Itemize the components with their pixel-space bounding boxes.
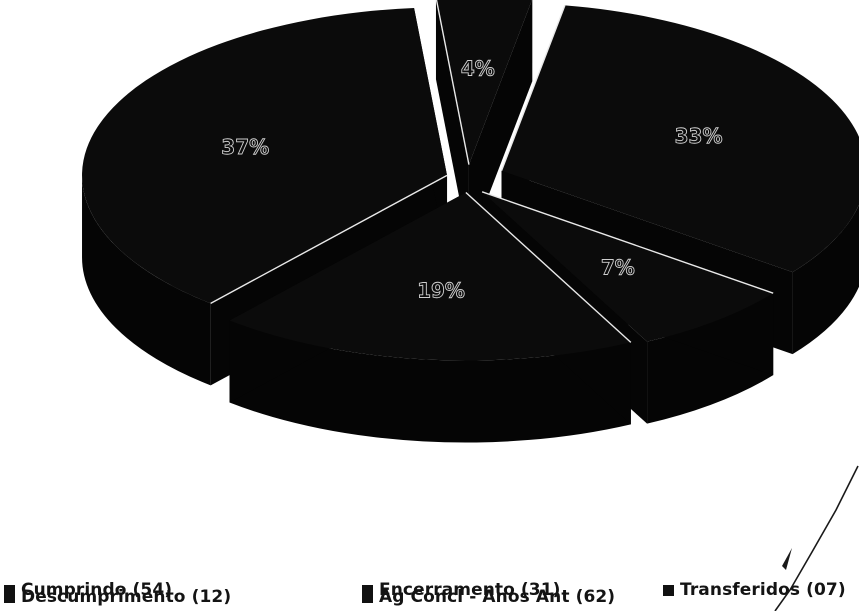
slice-encerramento-31	[229, 191, 632, 443]
slice-side	[229, 320, 631, 443]
slice-separator	[210, 174, 448, 304]
slice-top	[436, 0, 532, 165]
slice-transferidos-07	[435, 0, 533, 247]
slice-wall	[468, 0, 533, 247]
percent-label-ag-concl-anos-ant-62: 37%	[221, 135, 269, 159]
pie-percent-labels: 33% 7% 19% 37% 4%	[221, 56, 723, 303]
slice-top	[229, 192, 631, 361]
percent-label-cumprindo-54: 33%	[675, 124, 723, 148]
slice-separator	[465, 191, 632, 343]
slice-top	[482, 191, 774, 342]
percent-label-encerramento-31: 19%	[417, 278, 465, 302]
slice-separator	[500, 5, 566, 172]
slice-wall	[435, 0, 469, 247]
percent-label-transferidos-07: 4%	[461, 56, 495, 80]
slice-top	[82, 8, 448, 304]
slice-separator	[435, 0, 470, 165]
slice-side	[792, 204, 859, 355]
slice-top	[501, 5, 859, 273]
slice-side	[82, 175, 211, 386]
pie-slices	[82, 0, 859, 443]
percent-label-descumprimento-12: 7%	[601, 256, 635, 280]
slice-separator	[481, 191, 774, 294]
